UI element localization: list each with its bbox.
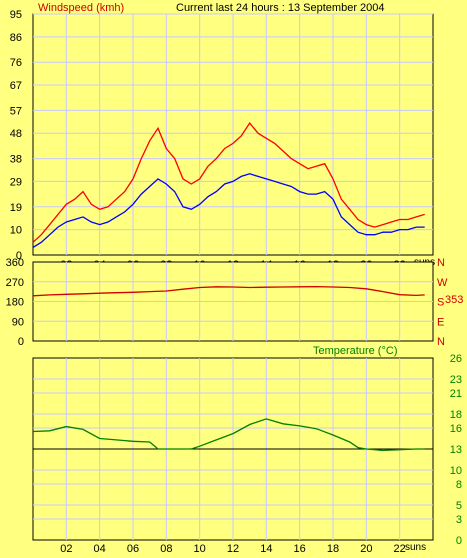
windspeed-y-ticks: 0 10 19 29 38 48 57 67 76 86 95: [10, 9, 22, 262]
wind-y-tick-label: 10: [10, 225, 22, 237]
dir-y-tick-label: 180: [6, 297, 24, 309]
windspeed-grid: [33, 13, 433, 255]
temp-x-tick-label: 02: [60, 543, 72, 555]
compass-label: N: [437, 257, 445, 269]
wind-y-tick-label: 38: [10, 154, 22, 166]
temperature-x-unit: suns: [405, 542, 426, 553]
wind-y-tick-label: 67: [10, 80, 22, 92]
direction-grid: [33, 262, 433, 341]
wind-y-tick-label: 29: [10, 176, 22, 188]
compass-label: W: [437, 277, 448, 289]
temp-x-tick-label: 20: [360, 543, 372, 555]
temp-x-tick-label: 14: [260, 543, 272, 555]
dir-y-tick-label: 90: [12, 316, 24, 328]
temp-x-tick-label: 10: [194, 543, 206, 555]
gust-series-line: [32, 122, 425, 243]
temp-y-tick-label: 21: [450, 388, 462, 400]
wind-y-tick-label: 95: [10, 9, 22, 21]
wind-y-tick-label: 48: [10, 128, 22, 140]
wind-y-tick-label: 86: [10, 32, 22, 44]
wind-y-tick-label: 0: [16, 250, 22, 262]
temp-x-tick-label: 08: [160, 543, 172, 555]
temp-y-tick-label: 0: [456, 535, 462, 547]
temp-y-tick-label: 5: [456, 500, 462, 512]
temp-y-tick-label: 26: [450, 353, 462, 365]
temp-x-tick-label: 06: [127, 543, 139, 555]
temp-y-tick-label: 18: [450, 409, 462, 421]
compass-label: N: [437, 336, 445, 348]
direction-current-value: 353: [445, 294, 463, 306]
temperature-y-ticks: 26 23 21 18 16 13 10 8 5 3 0: [450, 353, 462, 547]
direction-y-ticks: 360 270 180 90 0: [6, 257, 24, 348]
temp-y-tick-label: 8: [456, 479, 462, 491]
wind-y-tick-label: 76: [10, 57, 22, 69]
temperature-series-line: [32, 418, 425, 452]
windspeed-panel: Windspeed (kmh) Current last 24 hours : …: [10, 2, 435, 271]
dir-y-tick-label: 360: [6, 257, 24, 269]
temperature-x-ticks: 02 04 06 08 10 12 14 16 18 20 22: [60, 543, 406, 555]
temp-y-tick-label: 16: [450, 423, 462, 435]
temp-x-tick-label: 12: [227, 543, 239, 555]
temp-x-tick-label: 16: [294, 543, 306, 555]
temperature-legend-label: Temperature (°C): [313, 345, 397, 357]
compass-label: S: [437, 297, 444, 309]
temp-x-tick-label: 04: [94, 543, 106, 555]
average-series-line: [32, 173, 425, 248]
temp-y-tick-label: 3: [456, 514, 462, 526]
temp-y-tick-label: 10: [450, 465, 462, 477]
compass-label: E: [437, 316, 444, 328]
temperature-panel: Temperature (°C) 26 23 21 18 16 13 10 8 5 3 0 02 04…: [32, 345, 462, 555]
chart-title: Current last 24 hours : 13 September 200…: [176, 2, 385, 14]
wind-y-tick-label: 19: [10, 202, 22, 214]
temp-x-tick-label: 18: [327, 543, 339, 555]
direction-series-line: [32, 285, 425, 297]
temp-y-tick-label: 13: [450, 444, 462, 456]
windspeed-legend-label: Windspeed (kmh): [38, 2, 124, 14]
temp-y-tick-label: 23: [450, 374, 462, 386]
dir-y-tick-label: 270: [6, 277, 24, 289]
wind-y-tick-label: 57: [10, 105, 22, 117]
dir-y-tick-label: 0: [18, 336, 24, 348]
temp-x-tick-label: 22: [394, 543, 406, 555]
